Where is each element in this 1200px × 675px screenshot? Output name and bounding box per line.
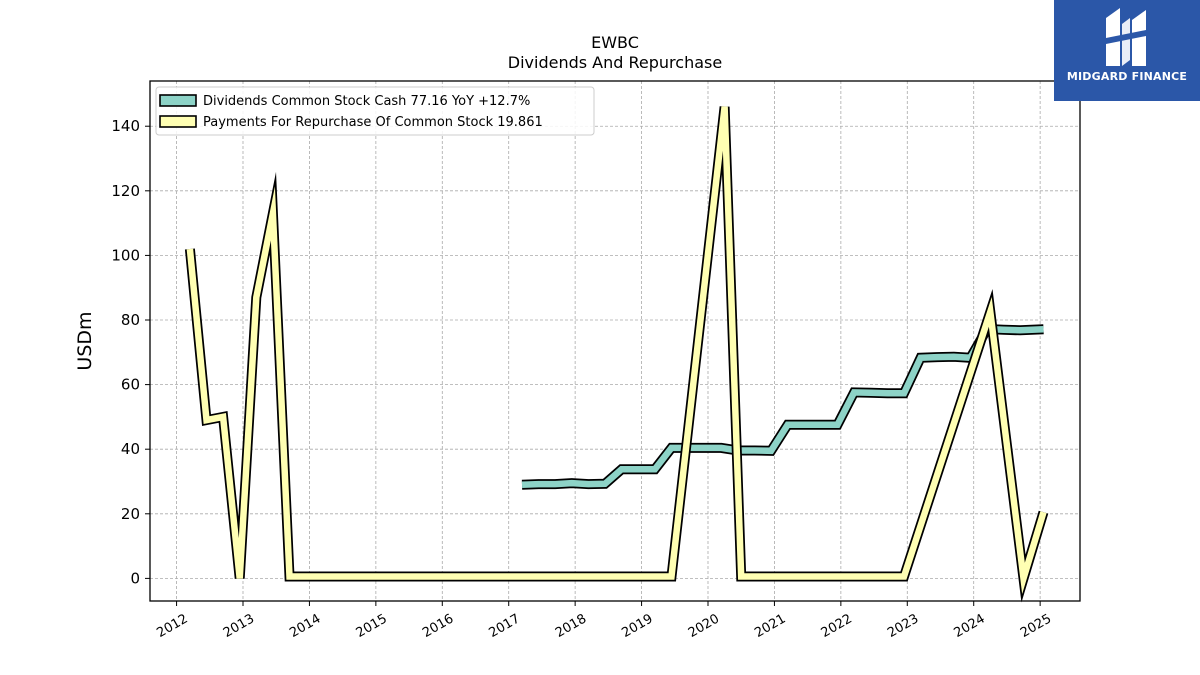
- grid-lines: [150, 81, 1080, 601]
- legend-label-repurchase: Payments For Repurchase Of Common Stock …: [203, 115, 543, 130]
- legend: Dividends Common Stock Cash 77.16 YoY +1…: [155, 86, 595, 136]
- y-tick-label: 60: [121, 376, 140, 394]
- y-tick-label: 100: [111, 246, 140, 264]
- chart-title: EWBC: [591, 33, 639, 52]
- x-tick-label: 2025: [1018, 611, 1054, 641]
- chart-subtitle: Dividends And Repurchase: [508, 53, 722, 72]
- series-line-outline-repurchase: [184, 106, 1049, 603]
- legend-label-dividends: Dividends Common Stock Cash 77.16 YoY +1…: [203, 94, 530, 109]
- logo-text: MIDGARD FINANCE: [1066, 70, 1188, 83]
- series-line-repurchase: [186, 106, 1047, 595]
- midgard-logo-icon: [1106, 8, 1146, 66]
- x-tick-label: 2020: [686, 611, 722, 641]
- series-line-outline-dividends: [521, 323, 1044, 490]
- x-tick-label: 2019: [619, 611, 655, 641]
- x-tick-label: 2014: [287, 611, 323, 641]
- x-tick-label: 2013: [221, 611, 257, 641]
- x-tick-label: 2018: [553, 611, 589, 641]
- y-tick-label: 120: [111, 182, 140, 200]
- series-line-dividends: [521, 325, 1044, 488]
- x-tick-label: 2012: [154, 611, 190, 641]
- plot-frame: [149, 80, 1081, 602]
- y-tick-label: 140: [111, 117, 140, 135]
- y-tick-label: 80: [121, 311, 140, 329]
- x-tick-label: 2022: [819, 611, 855, 641]
- y-axis-label: USDm: [74, 311, 96, 370]
- midgard-finance-logo: MIDGARD FINANCE: [1054, 0, 1200, 101]
- series-layer: [184, 106, 1049, 603]
- legend-frame: [155, 86, 595, 136]
- x-tick-label: 2023: [885, 611, 921, 641]
- y-tick-label: 40: [121, 440, 140, 458]
- x-tick-label: 2017: [487, 611, 523, 641]
- legend-swatch-repurchase: [159, 115, 197, 128]
- x-tick-label: 2021: [752, 611, 788, 641]
- x-tick-label: 2016: [420, 611, 456, 641]
- x-tick-label: 2015: [354, 611, 390, 641]
- y-tick-label: 20: [121, 505, 140, 523]
- y-tick-label: 0: [130, 569, 140, 587]
- x-tick-label: 2024: [952, 611, 988, 641]
- legend-swatch-dividends: [159, 94, 197, 107]
